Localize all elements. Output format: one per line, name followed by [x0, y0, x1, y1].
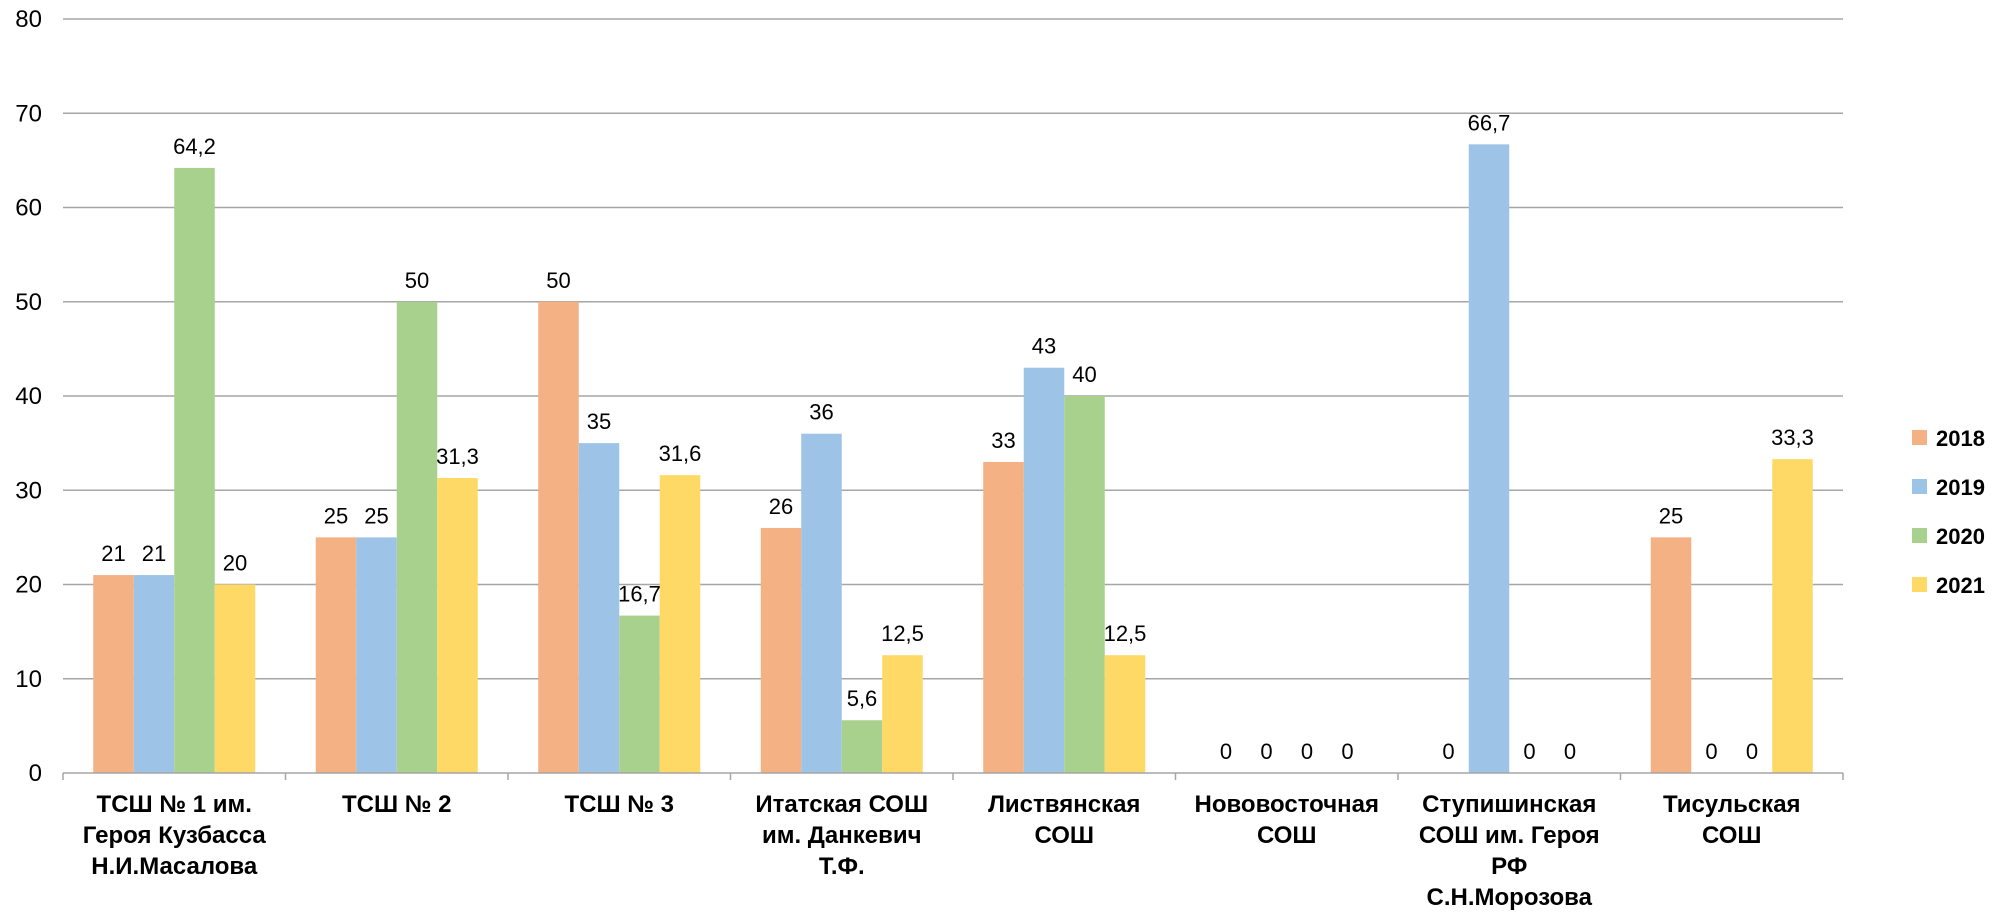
data-label: 50 [546, 268, 570, 293]
x-axis [62, 772, 1844, 780]
bar-2021 [882, 655, 923, 773]
data-label: 0 [1260, 739, 1272, 764]
legend-swatch-2021 [1912, 577, 1927, 592]
y-tick-label: 20 [15, 572, 42, 599]
y-tick-label: 10 [15, 666, 42, 693]
data-label: 16,7 [618, 582, 661, 607]
bar-2019 [133, 575, 175, 773]
category-label: Героя Кузбасса [83, 822, 267, 849]
data-label: 0 [1442, 739, 1454, 764]
data-label: 25 [364, 503, 388, 528]
bar-2021 [1772, 459, 1813, 773]
bar-2018 [538, 301, 579, 773]
category-label: СОШ им. Героя [1419, 822, 1600, 849]
data-label: 31,3 [436, 444, 479, 469]
category-label: Нововосточная [1195, 791, 1380, 818]
category-label: ТСШ № 3 [564, 791, 674, 818]
bar-2019 [1468, 144, 1510, 774]
bar-2019 [578, 443, 620, 773]
bar-2019 [801, 433, 842, 773]
data-label: 50 [405, 268, 429, 293]
y-tick-label: 50 [15, 289, 42, 316]
legend-swatch-2018 [1912, 430, 1927, 445]
data-label: 20 [223, 551, 247, 576]
category-label: СОШ [1702, 822, 1762, 849]
bar-2021 [659, 475, 701, 773]
bar-2018 [760, 527, 802, 773]
data-labels: 21 25 50 26 33 0 0 25 21 25 35 36 43 0 66,7 0 64,2 50 16,7… [101, 110, 1814, 764]
category-label: Листвянская [988, 791, 1140, 818]
category-label: С.Н.Морозова [1427, 884, 1593, 911]
data-label: 0 [1220, 739, 1232, 764]
data-label: 5,6 [847, 686, 878, 711]
bar-2019 [1023, 367, 1065, 773]
bar-2020 [841, 720, 883, 773]
legend-label: 2018 [1936, 426, 1985, 451]
data-label: 43 [1032, 334, 1056, 359]
bar-2020 [1064, 396, 1105, 773]
legend-label: 2021 [1936, 573, 1985, 598]
data-label: 33 [991, 428, 1015, 453]
legend: 2018 2019 2020 2021 [1912, 426, 1985, 598]
data-label: 0 [1746, 739, 1758, 764]
bar-2020 [174, 167, 215, 774]
data-label: 33,3 [1771, 425, 1814, 450]
category-labels: ТСШ № 1 им. Героя Кузбасса Н.И.Масалова ТСШ… [83, 791, 1801, 911]
bar-2021 [1104, 655, 1146, 773]
data-label: 0 [1705, 739, 1717, 764]
legend-swatch-2019 [1912, 479, 1927, 494]
y-tick-label: 70 [15, 100, 42, 127]
category-label: им. Данкевич [762, 822, 922, 849]
bar-2018 [983, 461, 1024, 773]
bar-2020 [396, 301, 438, 773]
bar-2018 [1650, 537, 1692, 773]
data-label: 31,6 [659, 441, 702, 466]
data-label: 21 [142, 541, 166, 566]
legend-label: 2020 [1936, 524, 1985, 549]
data-label: 35 [587, 409, 611, 434]
data-label: 40 [1072, 362, 1096, 387]
bars [93, 144, 1813, 774]
bar-2018 [93, 575, 134, 773]
legend-swatch-2020 [1912, 528, 1927, 543]
legend-label: 2019 [1936, 475, 1985, 500]
bar-2019 [356, 537, 397, 773]
category-label: РФ [1491, 853, 1527, 880]
data-label: 26 [769, 494, 793, 519]
data-label: 21 [101, 541, 125, 566]
data-label: 12,5 [1104, 621, 1147, 646]
category-label: СОШ [1034, 822, 1094, 849]
data-label: 36 [809, 400, 833, 425]
category-label: Ступишинская [1422, 791, 1596, 818]
data-label: 0 [1523, 739, 1535, 764]
category-label: Т.Ф. [819, 853, 865, 880]
data-label: 25 [324, 503, 348, 528]
bar-2021 [214, 584, 256, 773]
data-label: 25 [1659, 503, 1683, 528]
y-tick-label: 60 [15, 195, 42, 222]
y-tick-label: 30 [15, 477, 42, 504]
category-label: Итатская СОШ [755, 791, 928, 818]
category-label: Тисульская [1663, 791, 1801, 818]
category-label: ТСШ № 2 [342, 791, 452, 818]
bar-2020 [619, 615, 660, 773]
data-label: 66,7 [1468, 110, 1511, 135]
data-label: 0 [1564, 739, 1576, 764]
data-label: 0 [1341, 739, 1353, 764]
data-label: 64,2 [173, 134, 216, 159]
category-label: Н.И.Масалова [91, 853, 258, 880]
y-tick-label: 80 [15, 6, 42, 33]
y-tick-label: 40 [15, 383, 42, 410]
data-label: 0 [1301, 739, 1313, 764]
data-label: 12,5 [881, 621, 924, 646]
category-label: ТСШ № 1 им. [97, 791, 252, 818]
bar-2018 [315, 537, 357, 773]
category-label: СОШ [1257, 822, 1317, 849]
y-axis-ticks: 0 10 20 30 40 50 60 70 80 [15, 6, 42, 787]
y-tick-label: 0 [29, 760, 42, 787]
bar-2021 [437, 477, 478, 773]
